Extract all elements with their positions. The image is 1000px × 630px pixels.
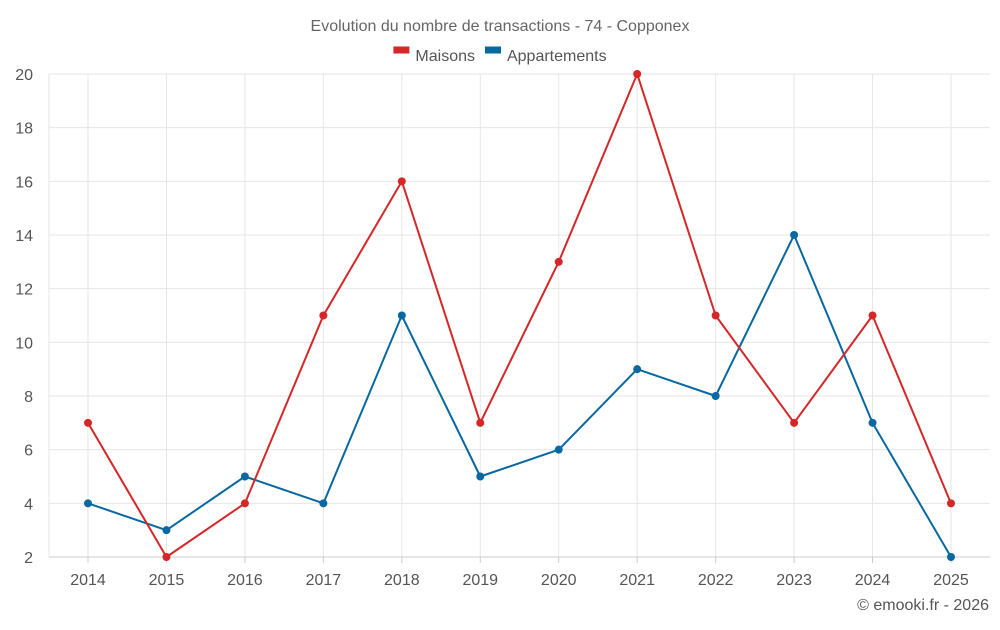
- x-tick-label: 2015: [149, 572, 185, 589]
- data-point-appartements-2014[interactable]: [84, 499, 92, 508]
- x-tick-label: 2017: [306, 572, 342, 589]
- data-point-appartements-2019[interactable]: [476, 472, 485, 481]
- legend-item-maisons[interactable]: Maisons: [393, 46, 475, 66]
- data-point-appartements-2023[interactable]: [790, 231, 799, 239]
- x-tick-label: 2021: [619, 572, 655, 589]
- axes: 2 4 6 8 10 12 14 16 18 20 2014 2015 2016 2017 2018 2019…: [15, 67, 990, 589]
- series-line-maisons: [87, 73, 952, 558]
- y-tick-label: 6: [24, 443, 33, 460]
- data-point-appartements-2022[interactable]: [711, 392, 720, 400]
- data-point-appartements-2017[interactable]: [319, 499, 328, 508]
- data-point-maisons-2025[interactable]: [947, 499, 955, 508]
- series-appartements: [84, 231, 955, 561]
- credit-text: © emooki.fr - 2026: [857, 597, 989, 614]
- legend[interactable]: Maisons Appartements: [393, 46, 607, 66]
- legend-swatch: [484, 46, 501, 54]
- data-point-maisons-2019[interactable]: [476, 418, 485, 427]
- legend-item-appartements[interactable]: Appartements: [484, 46, 607, 66]
- chart-title: Evolution du nombre de transactions - 74…: [311, 18, 690, 35]
- x-tick-label: 2014: [70, 572, 106, 589]
- legend-swatch: [393, 46, 410, 54]
- y-tick-label: 12: [15, 282, 33, 299]
- data-point-appartements-2015[interactable]: [162, 526, 171, 535]
- x-tick-label: 2022: [698, 572, 734, 589]
- x-tick-label: 2023: [776, 572, 812, 589]
- y-tick-label: 10: [15, 335, 33, 352]
- x-tick-label: 2024: [855, 572, 891, 589]
- data-point-appartements-2020[interactable]: [554, 445, 563, 454]
- series-maisons: [84, 70, 955, 561]
- y-tick-label: 2: [24, 550, 33, 567]
- y-tick-label: 18: [15, 121, 33, 138]
- data-point-maisons-2020[interactable]: [554, 257, 563, 266]
- x-tick-label: 2019: [462, 572, 498, 589]
- data-point-appartements-2021[interactable]: [633, 365, 642, 374]
- y-tick-label: 4: [24, 496, 33, 513]
- data-point-appartements-2024[interactable]: [868, 418, 877, 427]
- series-group: [84, 70, 955, 561]
- x-tick-label: 2025: [933, 572, 969, 589]
- data-point-maisons-2021[interactable]: [633, 70, 642, 78]
- data-point-maisons-2022[interactable]: [711, 311, 720, 320]
- data-point-maisons-2017[interactable]: [319, 311, 328, 320]
- data-point-maisons-2024[interactable]: [868, 311, 877, 320]
- legend-label: Maisons: [415, 48, 475, 65]
- data-point-maisons-2018[interactable]: [397, 177, 406, 186]
- y-tick-label: 20: [15, 67, 33, 84]
- data-point-appartements-2016[interactable]: [240, 472, 249, 481]
- data-point-maisons-2023[interactable]: [790, 418, 799, 427]
- data-point-maisons-2014[interactable]: [84, 418, 92, 427]
- y-tick-label: 8: [24, 389, 33, 406]
- x-tick-label: 2018: [384, 572, 420, 589]
- x-tick-label: 2020: [541, 572, 577, 589]
- x-tick-label: 2016: [227, 572, 263, 589]
- y-tick-label: 14: [15, 228, 33, 245]
- data-point-appartements-2025[interactable]: [947, 553, 955, 561]
- grid: [49, 73, 990, 557]
- y-tick-label: 16: [15, 174, 33, 191]
- series-line-appartements: [87, 234, 952, 558]
- legend-label: Appartements: [507, 48, 607, 65]
- data-point-appartements-2018[interactable]: [397, 311, 406, 320]
- data-point-maisons-2016[interactable]: [240, 499, 249, 508]
- data-point-maisons-2015[interactable]: [162, 553, 171, 561]
